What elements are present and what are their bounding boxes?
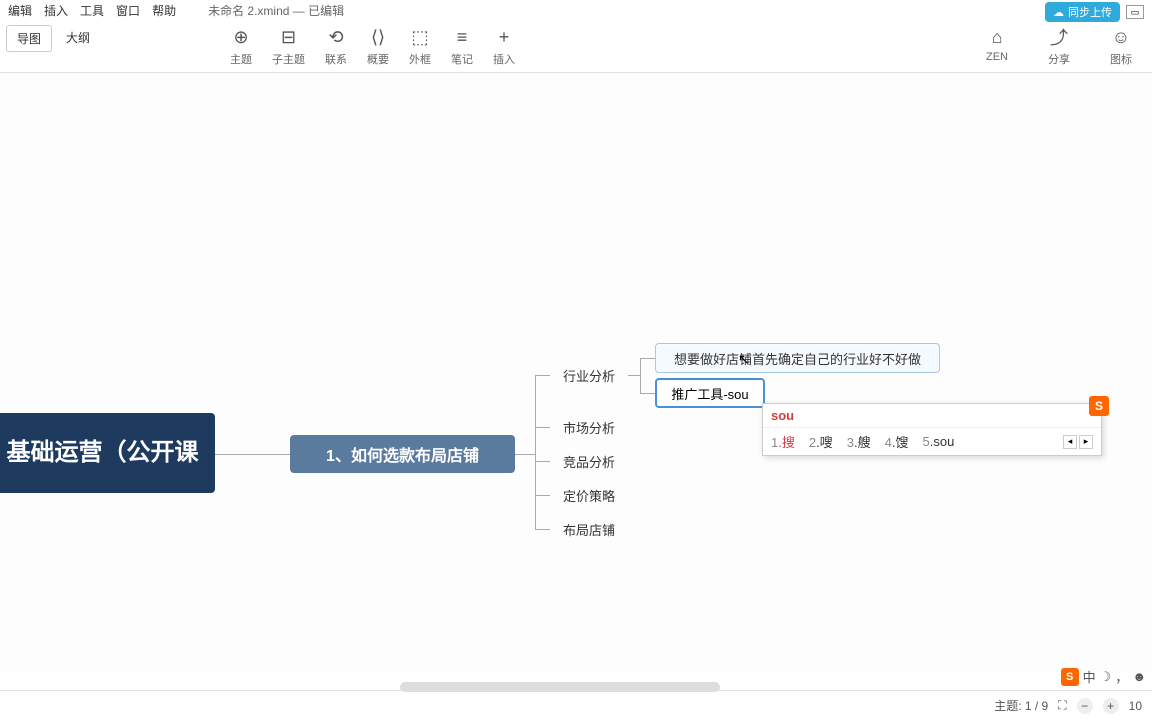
topic-count: 主题: 1 / 9 (994, 697, 1048, 714)
status-bar: 主题: 1 / 9 ⛶ − + 10 (0, 690, 1152, 720)
node-sub-market[interactable]: 市场分析 (550, 413, 628, 441)
share-icon: ⤴ (1050, 25, 1068, 49)
mindmap-canvas[interactable]: 基础运营（公开课 1、如何选款布局店铺 行业分析 市场分析 竞品分析 定价策略 … (0, 73, 1152, 673)
window-controls: ▭ (1126, 5, 1144, 19)
ime-lang[interactable]: 中 (1083, 667, 1096, 686)
tool-zen[interactable]: ⌂ZEN (986, 25, 1008, 67)
menu-tools[interactable]: 工具 (80, 2, 104, 19)
menu-help[interactable]: 帮助 (152, 2, 176, 19)
connector (640, 358, 655, 359)
node-root[interactable]: 基础运营（公开课 (0, 413, 215, 493)
menu-bar: 编辑 插入 工具 窗口 帮助 未命名 2.xmind — 已编辑 (0, 0, 1152, 21)
tool-boundary[interactable]: ⬚外框 (409, 25, 431, 67)
menu-window[interactable]: 窗口 (116, 2, 140, 19)
cloud-label: 同步上传 (1068, 4, 1112, 20)
tool-insert[interactable]: +插入 (493, 25, 515, 67)
cloud-icon: ☁ (1053, 6, 1064, 19)
tool-share[interactable]: ⤴分享 (1048, 25, 1070, 67)
ime-candidate-3[interactable]: 3.艘 (847, 432, 871, 451)
sogou-logo-icon: S (1089, 396, 1109, 416)
subtopic-icon: ⊟ (281, 25, 296, 49)
relationship-icon: ⟲ (328, 25, 343, 49)
zen-icon: ⌂ (992, 25, 1003, 49)
connector (535, 375, 550, 376)
topic-icon: ⊕ (233, 25, 248, 49)
tool-topic[interactable]: ⊕主题 (230, 25, 252, 67)
connector (640, 358, 641, 393)
zoom-level: 10 (1129, 699, 1142, 713)
tab-outline[interactable]: 大纲 (56, 25, 100, 52)
node-leaf-1[interactable]: 想要做好店铺首先确定自己的行业好不好做 (655, 343, 940, 373)
tool-subtopic[interactable]: ⊟子主题 (272, 25, 305, 67)
ime-popup: S sou 1.搜 2.嗖 3.艘 4.馊 5.sou ◂ ▸ (762, 403, 1102, 456)
connector (535, 375, 536, 530)
node-sub-competitor[interactable]: 竞品分析 (550, 447, 628, 475)
ime-punct[interactable]: ， (1115, 667, 1128, 686)
node-sub-pricing[interactable]: 定价策略 (550, 481, 628, 509)
tool-relationship[interactable]: ⟲联系 (325, 25, 347, 67)
titlebar-right: ☁ 同步上传 ▭ (1045, 2, 1144, 22)
tool-note[interactable]: ≡笔记 (451, 25, 473, 67)
ime-candidate-2[interactable]: 2.嗖 (809, 432, 833, 451)
connector (515, 454, 535, 455)
tab-mindmap[interactable]: 导图 (6, 25, 52, 52)
ime-prev-button[interactable]: ◂ (1063, 435, 1077, 449)
ime-status-indicator[interactable]: S 中 ☽ ， ☻ (1061, 667, 1146, 686)
node-sub-layout[interactable]: 布局店铺 (550, 515, 628, 543)
node-sub-industry[interactable]: 行业分析 (550, 361, 628, 389)
ime-candidate-5[interactable]: 5.sou (923, 434, 955, 449)
connector (535, 427, 550, 428)
connector (640, 393, 655, 394)
ime-composition: sou (763, 404, 1101, 428)
note-icon: ≡ (457, 25, 468, 49)
ime-moon-icon[interactable]: ☽ (1100, 669, 1112, 685)
tool-group-right: ⌂ZEN ⤴分享 ☺图标 (986, 25, 1132, 67)
insert-icon: + (499, 25, 510, 49)
toolbar: 导图 大纲 ⊕主题 ⊟子主题 ⟲联系 ⟨⟩概要 ⬚外框 ≡笔记 +插入 ⌂ZEN… (0, 21, 1152, 73)
status-right: 主题: 1 / 9 ⛶ − + 10 (994, 697, 1142, 714)
view-tabs: 导图 大纲 (6, 25, 100, 52)
window-minimize-button[interactable]: ▭ (1126, 5, 1144, 19)
connector (215, 454, 290, 455)
tool-icons[interactable]: ☺图标 (1110, 25, 1132, 67)
ime-face-icon: ☻ (1132, 669, 1146, 684)
ime-candidate-4[interactable]: 4.馊 (885, 432, 909, 451)
tool-group-main: ⊕主题 ⊟子主题 ⟲联系 ⟨⟩概要 ⬚外框 ≡笔记 +插入 (230, 25, 515, 67)
connector (535, 461, 550, 462)
emoji-icon: ☺ (1112, 25, 1130, 49)
summary-icon: ⟨⟩ (371, 25, 385, 49)
tool-summary[interactable]: ⟨⟩概要 (367, 25, 389, 67)
map-icon[interactable]: ⛶ (1058, 698, 1066, 713)
connector (535, 495, 550, 496)
node-main-1[interactable]: 1、如何选款布局店铺 (290, 435, 515, 473)
ime-pager: ◂ ▸ (1063, 435, 1093, 449)
ime-candidates: 1.搜 2.嗖 3.艘 4.馊 5.sou ◂ ▸ (763, 428, 1101, 455)
sogou-icon: S (1061, 668, 1079, 686)
ime-next-button[interactable]: ▸ (1079, 435, 1093, 449)
zoom-out-button[interactable]: − (1077, 698, 1093, 714)
node-leaf-editing[interactable]: 推广工具-sou (655, 378, 765, 408)
menu-insert[interactable]: 插入 (44, 2, 68, 19)
document-title: 未命名 2.xmind — 已编辑 (208, 2, 344, 19)
connector (628, 375, 640, 376)
boundary-icon: ⬚ (411, 25, 428, 49)
connector (535, 529, 550, 530)
menu-edit[interactable]: 编辑 (8, 2, 32, 19)
ime-candidate-1[interactable]: 1.搜 (771, 432, 795, 451)
cloud-sync-button[interactable]: ☁ 同步上传 (1045, 2, 1120, 22)
zoom-in-button[interactable]: + (1103, 698, 1119, 714)
